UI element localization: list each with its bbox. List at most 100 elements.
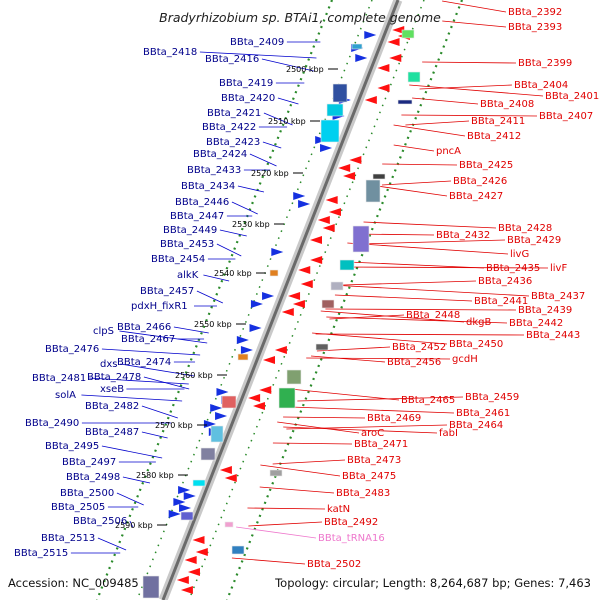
gene-label-left[interactable]: BBta_2418 <box>143 47 197 58</box>
gene-block[interactable] <box>200 447 216 461</box>
gene-block[interactable] <box>326 103 344 117</box>
reverse-gene-arrow[interactable] <box>328 208 341 216</box>
gene-label-right[interactable]: aroC <box>361 428 384 439</box>
gene-label-right[interactable]: BBta_tRNA16 <box>318 533 385 544</box>
gene-label-right[interactable]: BBta_2441 <box>474 296 528 307</box>
reverse-gene-arrow[interactable] <box>387 38 400 46</box>
gene-block[interactable] <box>315 343 329 351</box>
forward-gene-arrow[interactable] <box>216 388 229 396</box>
gene-label-left[interactable]: BBta_2505 <box>51 502 105 513</box>
gene-label-left[interactable]: BBta_2424 <box>193 149 247 160</box>
reverse-gene-arrow[interactable] <box>187 568 200 576</box>
reverse-gene-arrow[interactable] <box>338 164 351 172</box>
gene-block[interactable] <box>237 353 249 361</box>
gene-label-left[interactable]: BBta_2467 <box>121 334 175 345</box>
gene-label-right[interactable]: BBta_2452 <box>392 342 446 353</box>
forward-gene-arrow[interactable] <box>250 300 263 308</box>
forward-gene-arrow[interactable] <box>168 510 181 518</box>
reverse-gene-arrow[interactable] <box>325 196 338 204</box>
gene-label-right[interactable]: gcdH <box>452 354 478 365</box>
gene-block[interactable] <box>332 83 348 103</box>
gene-label-right[interactable]: BBta_2411 <box>471 116 525 127</box>
gene-label-left[interactable]: BBta_2457 <box>140 286 194 297</box>
gene-label-left[interactable]: solA <box>55 390 76 401</box>
forward-gene-arrow[interactable] <box>203 420 216 428</box>
reverse-gene-arrow[interactable] <box>263 356 275 364</box>
gene-block[interactable] <box>352 225 370 253</box>
gene-block[interactable] <box>321 299 335 309</box>
forward-gene-arrow[interactable] <box>183 492 196 500</box>
gene-label-right[interactable]: BBta_2461 <box>456 408 510 419</box>
gene-block[interactable] <box>224 521 234 528</box>
reverse-gene-arrow[interactable] <box>248 394 261 402</box>
gene-label-right[interactable]: BBta_2483 <box>336 488 390 499</box>
gene-label-right[interactable]: BBta_2448 <box>406 310 460 321</box>
gene-block[interactable] <box>269 269 279 277</box>
gene-label-left[interactable]: BBta_2453 <box>160 239 214 250</box>
gene-label-right[interactable]: BBta_2404 <box>514 80 568 91</box>
gene-block[interactable] <box>351 43 363 50</box>
gene-label-right[interactable]: BBta_2459 <box>465 392 519 403</box>
gene-label-right[interactable]: BBta_2469 <box>367 413 421 424</box>
gene-label-right[interactable]: BBta_2401 <box>545 91 599 102</box>
reverse-gene-arrow[interactable] <box>288 292 301 300</box>
gene-block[interactable] <box>407 71 421 83</box>
gene-label-left[interactable]: BBta_2476 <box>45 344 99 355</box>
forward-gene-arrow[interactable] <box>262 292 275 300</box>
gene-label-left[interactable]: alkK <box>177 270 199 281</box>
gene-label-left[interactable]: BBta_2487 <box>85 427 139 438</box>
gene-block[interactable] <box>339 259 355 271</box>
forward-gene-arrow[interactable] <box>320 144 333 152</box>
gene-label-right[interactable]: BBta_2426 <box>453 176 507 187</box>
reverse-gene-arrow[interactable] <box>292 300 305 308</box>
gene-block[interactable] <box>221 395 237 409</box>
gene-label-left[interactable]: BBta_2434 <box>181 181 235 192</box>
gene-label-right[interactable]: katN <box>327 504 350 515</box>
gene-block[interactable] <box>269 469 283 477</box>
gene-label-right[interactable]: BBta_2412 <box>467 131 521 142</box>
reverse-gene-arrow[interactable] <box>343 172 356 180</box>
forward-gene-arrow[interactable] <box>173 498 186 506</box>
gene-label-left[interactable]: BBta_2421 <box>207 108 261 119</box>
gene-label-left[interactable]: BBta_2420 <box>221 93 275 104</box>
gene-label-right[interactable]: BBta_2475 <box>342 471 396 482</box>
gene-label-right[interactable]: BBta_2429 <box>507 235 561 246</box>
gene-label-left[interactable]: pdxH_fixR1 <box>131 301 188 312</box>
gene-label-right[interactable]: BBta_2428 <box>498 223 552 234</box>
forward-gene-arrow[interactable] <box>364 31 377 39</box>
gene-label-left[interactable]: BBta_2478 <box>87 372 141 383</box>
gene-label-left[interactable]: BBta_2497 <box>62 457 116 468</box>
gene-label-right[interactable]: BBta_2464 <box>449 420 503 431</box>
gene-label-left[interactable]: BBta_2419 <box>219 78 273 89</box>
reverse-gene-arrow[interactable] <box>298 266 311 274</box>
gene-label-left[interactable]: BBta_2446 <box>175 197 229 208</box>
gene-label-right[interactable]: BBta_2435 <box>486 263 540 274</box>
reverse-gene-arrow[interactable] <box>364 96 377 104</box>
gene-label-left[interactable]: BBta_2449 <box>163 225 217 236</box>
reverse-gene-arrow[interactable] <box>219 466 232 474</box>
gene-block[interactable] <box>365 179 381 203</box>
forward-gene-arrow[interactable] <box>210 404 223 412</box>
gene-label-right[interactable]: pncA <box>436 146 461 157</box>
gene-label-right[interactable]: BBta_2407 <box>539 111 593 122</box>
gene-block[interactable] <box>192 479 206 487</box>
gene-label-left[interactable]: dxs <box>100 359 117 370</box>
gene-label-left[interactable]: BBta_2495 <box>45 441 99 452</box>
gene-label-left[interactable]: BBta_2447 <box>170 211 224 222</box>
gene-label-left[interactable]: BBta_2454 <box>151 254 205 265</box>
gene-label-left[interactable]: BBta_2466 <box>117 322 171 333</box>
gene-block[interactable] <box>231 545 245 555</box>
gene-label-right[interactable]: BBta_2436 <box>478 276 532 287</box>
gene-label-right[interactable]: BBta_2427 <box>449 191 503 202</box>
gene-label-right[interactable]: BBta_2443 <box>526 330 580 341</box>
gene-block[interactable] <box>286 369 302 385</box>
forward-gene-arrow[interactable] <box>236 336 249 344</box>
gene-block[interactable] <box>372 173 386 180</box>
forward-gene-arrow[interactable] <box>271 248 284 256</box>
gene-label-right[interactable]: BBta_2465 <box>401 395 455 406</box>
gene-label-left[interactable]: BBta_2416 <box>205 54 259 65</box>
forward-gene-arrow[interactable] <box>178 486 191 494</box>
reverse-gene-arrow[interactable] <box>281 308 294 316</box>
gene-label-right[interactable]: BBta_2492 <box>324 517 378 528</box>
gene-label-right[interactable]: BBta_2408 <box>480 99 534 110</box>
